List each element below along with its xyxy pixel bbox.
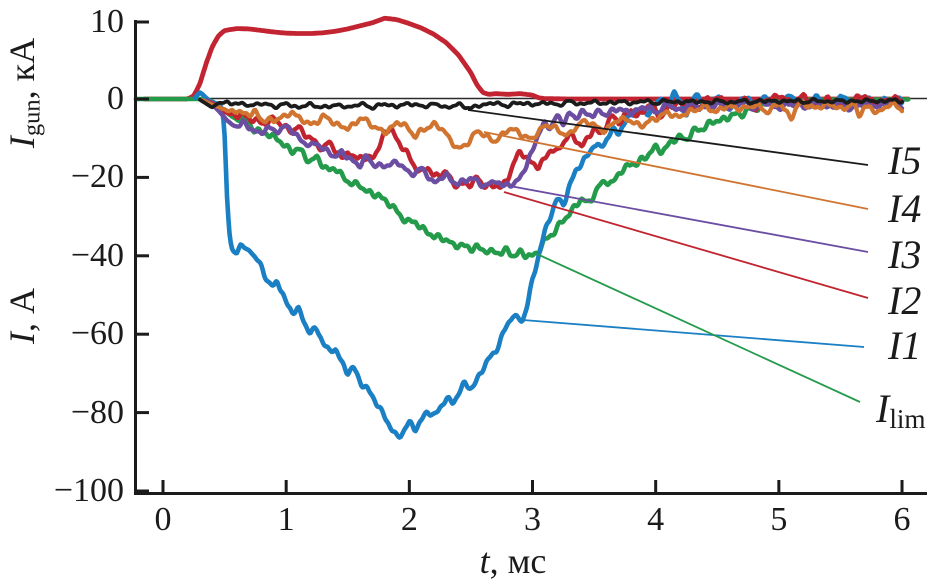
series-Igun bbox=[142, 15, 911, 102]
legend-label-text: I1 bbox=[888, 323, 922, 368]
legend-label-subscript: lim bbox=[889, 403, 926, 434]
legend-label-I1: I1 bbox=[888, 319, 921, 373]
x-tick-label-0: 0 bbox=[154, 501, 172, 538]
leader-line-Ilim bbox=[536, 253, 861, 403]
y-tick-label-−40: −40 bbox=[70, 236, 124, 274]
legend-label-text: I5 bbox=[888, 138, 922, 183]
x-axis-title-units: , мс bbox=[489, 541, 547, 581]
y-tick-label-−80: −80 bbox=[70, 393, 124, 431]
leader-line-I5 bbox=[467, 109, 869, 166]
series-I3 bbox=[205, 97, 905, 190]
leader-line-I1 bbox=[522, 319, 865, 348]
legend-label-Ilim: Ilim bbox=[876, 382, 926, 446]
x-tick-label-3: 3 bbox=[524, 501, 541, 538]
y-axis-title-gun-symbol: I bbox=[2, 136, 42, 149]
y-tick-label-0: 0 bbox=[107, 80, 124, 117]
x-axis-title: t, мс bbox=[403, 540, 623, 582]
series-I2 bbox=[205, 92, 905, 190]
y-tick-label-−60: −60 bbox=[70, 315, 124, 353]
legend-label-I3: I3 bbox=[888, 228, 921, 282]
x-tick-label-1: 1 bbox=[277, 501, 295, 538]
x-tick-label-2: 2 bbox=[400, 501, 418, 538]
x-tick-label-5: 5 bbox=[770, 501, 788, 538]
leader-line-I3 bbox=[498, 183, 869, 253]
x-tick-label-4: 4 bbox=[647, 501, 665, 538]
leader-line-I2 bbox=[503, 191, 869, 299]
y-tick-label-10: 10 bbox=[90, 3, 124, 40]
legend-label-text: I bbox=[876, 386, 890, 431]
legend-label-text: I2 bbox=[888, 278, 922, 323]
x-tick-label-6: 6 bbox=[893, 501, 911, 538]
y-tick-label-−100: −100 bbox=[53, 472, 124, 509]
series-I5 bbox=[198, 96, 904, 111]
series-I4 bbox=[200, 98, 905, 150]
y-tick-label-−20: −20 bbox=[70, 158, 124, 196]
legend-label-text: I3 bbox=[888, 232, 922, 277]
legend-label-I4: I4 bbox=[888, 182, 921, 236]
x-axis-title-symbol: t bbox=[479, 541, 490, 581]
leader-line-I4 bbox=[483, 131, 869, 210]
legend-label-I5: I5 bbox=[888, 134, 921, 188]
legend-label-text: I4 bbox=[888, 186, 922, 231]
legend-label-I2: I2 bbox=[888, 274, 921, 328]
